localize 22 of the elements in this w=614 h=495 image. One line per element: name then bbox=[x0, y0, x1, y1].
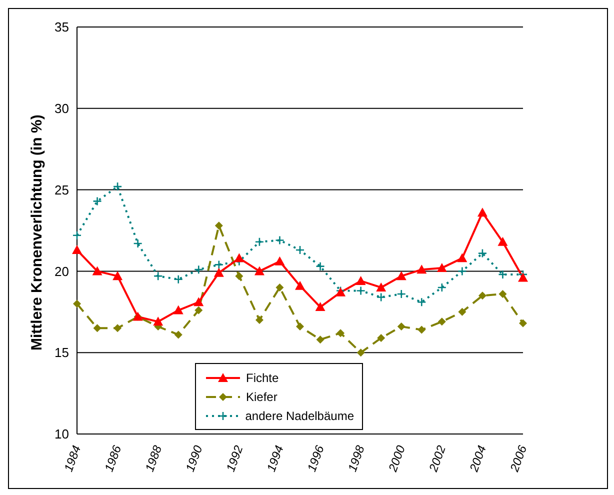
x-tick-label: 1994 bbox=[264, 443, 286, 474]
x-tick-label: 1988 bbox=[142, 443, 165, 474]
x-tick-label: 1984 bbox=[61, 443, 84, 474]
x-tick-label: 2004 bbox=[466, 443, 490, 474]
x-tick-label: 1996 bbox=[304, 443, 327, 474]
x-tick-label: 2000 bbox=[385, 443, 408, 474]
legend-label: andere Nadelbäume bbox=[245, 408, 354, 422]
y-tick-label: 10 bbox=[54, 426, 69, 442]
y-tick-label: 15 bbox=[54, 345, 69, 360]
x-tick-label: 1992 bbox=[223, 443, 246, 474]
x-tick-label: 1986 bbox=[102, 443, 124, 474]
y-axis-title: Mittlere Kronenverlichtung (in %) bbox=[28, 114, 46, 350]
legend-label: Kiefer bbox=[246, 390, 278, 404]
x-tick-label: 2002 bbox=[426, 443, 449, 474]
y-tick-label: 30 bbox=[54, 101, 69, 116]
legend-label: Fichte bbox=[246, 370, 279, 384]
y-tick-label: 25 bbox=[54, 182, 69, 198]
y-tick-label: 35 bbox=[54, 20, 69, 35]
x-tick-label: 1998 bbox=[345, 443, 368, 474]
x-tick-label: 2006 bbox=[506, 443, 530, 474]
x-tick-label: 1990 bbox=[182, 443, 206, 474]
y-tick-label: 20 bbox=[54, 264, 69, 279]
